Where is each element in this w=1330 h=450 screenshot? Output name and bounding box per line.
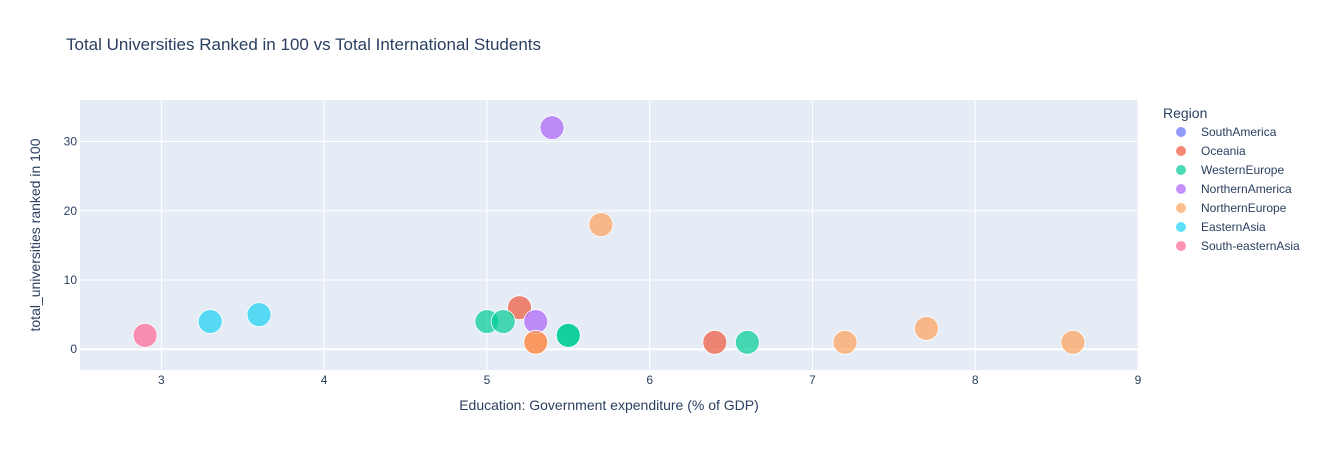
legend-marker: [1176, 127, 1186, 137]
data-point[interactable]: [507, 295, 532, 321]
legend-item[interactable]: EasternAsia: [1201, 220, 1266, 234]
legend-marker: [1176, 165, 1186, 175]
legend-item[interactable]: SouthAmerica: [1201, 125, 1277, 139]
legend-item[interactable]: NorthernEurope: [1201, 201, 1287, 215]
data-point[interactable]: [246, 302, 272, 328]
data-point[interactable]: [523, 329, 549, 355]
data-point[interactable]: [1060, 329, 1086, 355]
x-tick-label: 4: [321, 373, 328, 387]
legend-item[interactable]: WesternEurope: [1201, 163, 1284, 177]
y-tick-label: 30: [64, 135, 78, 149]
data-points: [132, 115, 1086, 355]
legend-item[interactable]: NorthernAmerica: [1201, 182, 1292, 196]
data-point[interactable]: [490, 309, 516, 334]
x-tick-label: 8: [972, 373, 979, 387]
data-point[interactable]: [832, 329, 858, 355]
legend-item[interactable]: Oceania: [1201, 144, 1246, 158]
legend-marker: [1176, 184, 1186, 194]
legend-title: Region: [1163, 105, 1207, 121]
legend-marker: [1176, 203, 1186, 213]
x-axis-ticks: 3 4 5 6 7 8 9: [158, 373, 1142, 387]
y-axis-title: total_universities ranked in 100: [27, 138, 43, 331]
y-tick-label: 20: [64, 204, 78, 218]
y-axis-ticks: 0 10 20 30: [64, 135, 78, 357]
data-point[interactable]: [132, 322, 158, 348]
data-point[interactable]: [197, 309, 223, 334]
data-point[interactable]: [702, 329, 728, 355]
x-axis-title: Education: Government expenditure (% of …: [459, 397, 759, 413]
grid-lines: [80, 100, 1139, 370]
x-tick-label: 9: [1135, 373, 1142, 387]
x-tick-label: 3: [158, 373, 165, 387]
legend-marker: [1176, 146, 1186, 156]
y-tick-label: 0: [70, 342, 77, 356]
y-tick-label: 10: [64, 273, 78, 287]
x-tick-label: 6: [646, 373, 653, 387]
data-point[interactable]: [588, 212, 614, 238]
x-tick-label: 5: [484, 373, 491, 387]
chart-title: Total Universities Ranked in 100 vs Tota…: [66, 35, 541, 54]
legend-item[interactable]: South-easternAsia: [1201, 239, 1300, 253]
data-point[interactable]: [555, 322, 581, 348]
legend-marker: [1176, 222, 1186, 232]
legend-marker: [1176, 241, 1186, 251]
x-tick-label: 7: [809, 373, 816, 387]
plot-area: [80, 100, 1138, 370]
data-point[interactable]: [539, 115, 565, 141]
data-point[interactable]: [914, 316, 939, 341]
legend: Region SouthAmerica Oceania WesternEurope N…: [1163, 105, 1300, 253]
data-point[interactable]: [734, 329, 760, 355]
